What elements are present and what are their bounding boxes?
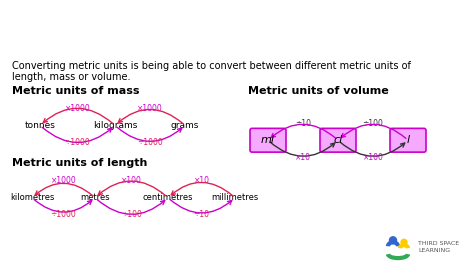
Text: kilograms: kilograms — [93, 121, 137, 130]
Text: cl: cl — [333, 135, 343, 145]
FancyBboxPatch shape — [390, 128, 426, 152]
Text: ×1000: ×1000 — [51, 176, 76, 185]
Text: ÷10: ÷10 — [295, 119, 311, 128]
Text: ×100: ×100 — [363, 153, 383, 162]
Text: metres: metres — [80, 193, 110, 202]
Text: l: l — [406, 135, 410, 145]
Circle shape — [390, 237, 396, 244]
FancyArrowPatch shape — [118, 109, 183, 123]
Text: Metric units of length: Metric units of length — [12, 158, 147, 168]
Text: ÷1000: ÷1000 — [64, 138, 91, 147]
Text: Converting metric units is being able to convert between different metric units : Converting metric units is being able to… — [12, 61, 411, 71]
Text: ×10: ×10 — [193, 176, 210, 185]
Text: Metric units of mass: Metric units of mass — [12, 86, 139, 96]
Text: ×100: ×100 — [121, 176, 142, 185]
FancyBboxPatch shape — [250, 128, 286, 152]
Text: Metric units of volume: Metric units of volume — [248, 86, 389, 96]
Text: ÷100: ÷100 — [363, 119, 383, 128]
FancyArrowPatch shape — [34, 200, 91, 212]
FancyArrowPatch shape — [341, 124, 406, 139]
FancyArrowPatch shape — [117, 127, 182, 141]
Text: centimetres: centimetres — [143, 193, 193, 202]
Text: Converting metric units: Converting metric units — [14, 18, 312, 38]
FancyArrowPatch shape — [98, 181, 166, 196]
Text: ÷100: ÷100 — [121, 210, 142, 219]
Text: ÷10: ÷10 — [193, 210, 210, 219]
FancyBboxPatch shape — [320, 128, 356, 152]
Text: grams: grams — [171, 121, 199, 130]
Text: ×1000: ×1000 — [137, 104, 163, 113]
FancyArrowPatch shape — [340, 142, 405, 156]
FancyArrowPatch shape — [97, 200, 165, 214]
Text: ÷1000: ÷1000 — [137, 138, 163, 147]
Text: kilometres: kilometres — [10, 193, 54, 202]
FancyArrowPatch shape — [271, 124, 336, 139]
FancyArrowPatch shape — [35, 183, 93, 196]
Text: millimetres: millimetres — [211, 193, 259, 202]
Text: THIRD SPACE
LEARNING: THIRD SPACE LEARNING — [418, 241, 459, 253]
Text: ml: ml — [261, 135, 275, 145]
Text: length, mass or volume.: length, mass or volume. — [12, 72, 130, 82]
Text: ÷1000: ÷1000 — [51, 210, 76, 219]
FancyArrowPatch shape — [171, 182, 233, 196]
FancyArrowPatch shape — [170, 200, 232, 213]
Text: ×1000: ×1000 — [64, 104, 91, 113]
Text: tonnes: tonnes — [25, 121, 55, 130]
FancyArrowPatch shape — [270, 142, 335, 156]
FancyArrowPatch shape — [43, 108, 113, 123]
Circle shape — [401, 239, 407, 245]
Text: ×10: ×10 — [295, 153, 311, 162]
FancyArrowPatch shape — [42, 127, 112, 143]
